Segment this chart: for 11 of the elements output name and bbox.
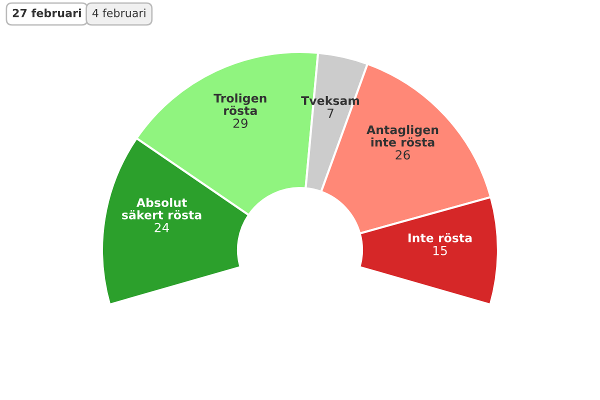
data-label: 15: [433, 246, 447, 256]
slice-label: Antagligen inte rösta: [366, 125, 438, 147]
data-label: 7: [328, 108, 334, 118]
data-label: 24: [154, 222, 170, 232]
text: 4 februari: [92, 8, 146, 18]
data-label: 29: [233, 118, 248, 128]
slice-label: Inte rösta: [408, 233, 472, 242]
text: 27 februari: [12, 8, 81, 18]
data-label: 26: [396, 150, 410, 160]
slice-label: Absolut säkert rösta: [122, 198, 202, 220]
slice-label: Troligen rösta: [214, 93, 266, 116]
